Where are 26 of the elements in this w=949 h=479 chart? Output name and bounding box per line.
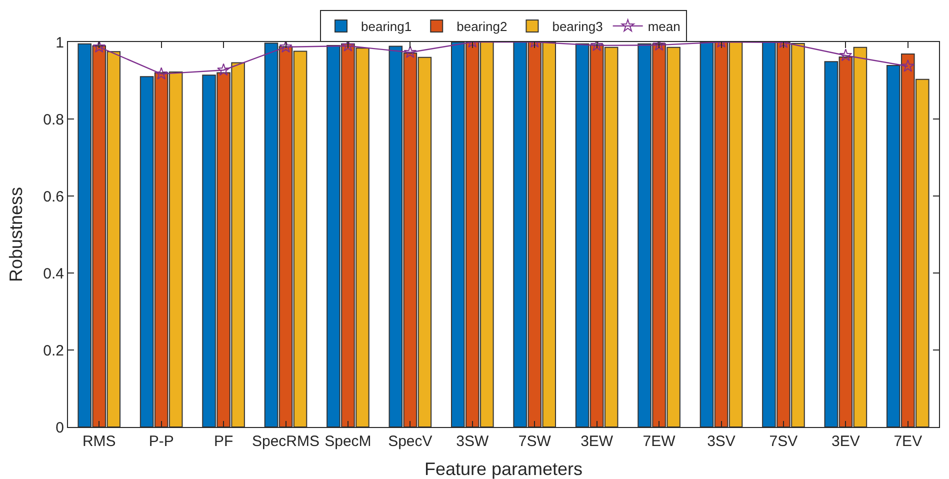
x-tick-label: 3EW bbox=[580, 433, 614, 450]
x-axis-title: Feature parameters bbox=[424, 459, 583, 479]
y-tick-label: 0.2 bbox=[43, 342, 64, 360]
x-tick-label: 3EV bbox=[832, 433, 860, 450]
x-tick-label: P-P bbox=[148, 433, 174, 450]
x-tick-label: 3SV bbox=[707, 433, 736, 450]
legend-label: bearing2 bbox=[456, 19, 508, 34]
x-tick-label: SpecM bbox=[324, 433, 372, 450]
y-tick-label: 1 bbox=[56, 34, 64, 52]
x-tick-label: RMS bbox=[82, 433, 116, 450]
y-tick-label: 0.6 bbox=[43, 188, 64, 206]
legend-label: bearing3 bbox=[552, 19, 603, 34]
x-tick-label: SpecRMS bbox=[252, 433, 320, 450]
x-tick-label: 7SW bbox=[518, 433, 552, 450]
y-tick-label: 0 bbox=[56, 419, 64, 436]
legend-label: bearing1 bbox=[361, 19, 412, 34]
x-tick-label: 7SV bbox=[769, 433, 798, 450]
y-axis-title: Robustness bbox=[6, 186, 26, 282]
y-tick-label: 0.4 bbox=[43, 265, 64, 282]
x-tick-label: SpecV bbox=[388, 433, 432, 450]
x-tick-label: PF bbox=[214, 433, 234, 450]
y-tick-label: 0.8 bbox=[43, 111, 64, 128]
x-tick-label: 3SW bbox=[456, 433, 490, 450]
x-tick-label: 7EV bbox=[894, 433, 922, 450]
legend-label: mean bbox=[648, 19, 680, 34]
x-tick-label: 7EW bbox=[642, 433, 676, 450]
